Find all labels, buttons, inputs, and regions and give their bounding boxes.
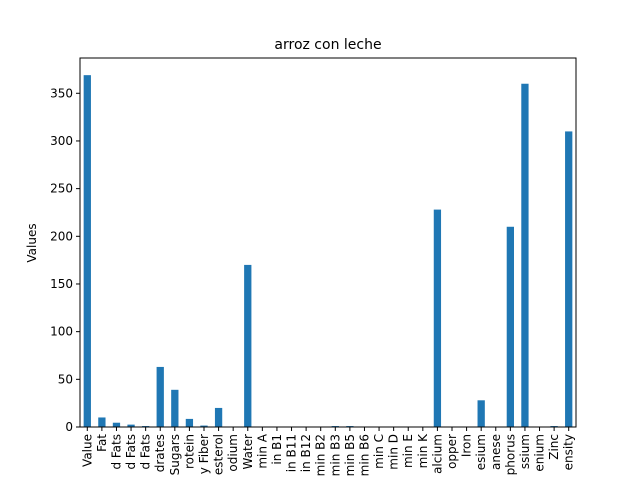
bar (521, 83, 529, 428)
x-tick-label: phorus (503, 434, 517, 475)
x-tick-label: in B11 (285, 434, 299, 472)
x-tick-label: min A (255, 433, 269, 468)
x-tick-label: min B3 (328, 434, 342, 476)
x-tick-label: Water (241, 434, 255, 470)
chart-title: arroz con leche (274, 37, 381, 53)
x-tick-label: esium (474, 434, 488, 470)
bar (565, 131, 573, 428)
x-tick-label: min E (401, 434, 415, 468)
bar (112, 422, 121, 427)
x-tick-label: min C (372, 434, 386, 469)
x-tick-label: odium (226, 434, 240, 472)
x-tick-label: d Fats (139, 434, 153, 470)
x-tick-label: rotein (182, 434, 196, 469)
plot-frame (79, 57, 577, 428)
x-axis-ticks: Value Fat d Fats d Fats d Fats drates Sugars ro… (80, 427, 576, 476)
x-tick-label: drates (153, 434, 167, 472)
x-tick-label: Zinc (547, 434, 561, 460)
y-axis-label: Values (25, 223, 39, 262)
x-tick-label: Iron (460, 434, 474, 457)
bar (214, 407, 223, 427)
bar (98, 417, 106, 427)
x-tick-label: min B6 (357, 434, 371, 476)
bar (244, 264, 252, 427)
x-tick-label: Fat (95, 434, 109, 452)
bar (433, 209, 442, 427)
bar (83, 75, 91, 427)
x-tick-label: d Fats (124, 434, 138, 470)
x-tick-label: d Fats (109, 434, 123, 470)
y-tick-label: 350 (50, 86, 73, 100)
x-tick-label: in B12 (299, 434, 313, 472)
y-axis-ticks: 0 50 100 150 200 250 300 350 (50, 86, 80, 434)
y-tick-label: 200 (50, 229, 73, 243)
x-tick-label: Value (80, 434, 94, 467)
bar (200, 425, 208, 427)
x-tick-label: min B5 (343, 434, 357, 476)
y-tick-label: 50 (58, 372, 73, 386)
y-tick-label: 150 (50, 277, 73, 291)
x-tick-label: opper (445, 434, 459, 469)
bar (506, 226, 514, 427)
y-tick-label: 0 (65, 420, 73, 434)
bar (477, 400, 485, 427)
y-tick-label: 250 (50, 182, 73, 196)
x-tick-label: min B2 (314, 434, 328, 476)
bar (171, 389, 179, 427)
x-tick-label: enium (533, 434, 547, 472)
x-tick-label: min D (387, 434, 401, 470)
x-tick-label: in B1 (270, 434, 284, 465)
bars-group (83, 75, 573, 428)
bar (156, 366, 164, 427)
x-tick-label: ensity (562, 434, 576, 470)
x-tick-label: ssium (518, 434, 532, 469)
x-tick-label: alcium (430, 434, 444, 474)
x-tick-label: anese (489, 434, 503, 470)
x-tick-label: min K (416, 433, 430, 468)
x-tick-label: esterol (212, 434, 226, 475)
y-tick-label: 300 (50, 134, 73, 148)
y-tick-label: 100 (50, 325, 73, 339)
bar (127, 424, 135, 427)
x-tick-label: y Fiber (197, 434, 211, 474)
bar (185, 418, 194, 427)
x-tick-label: Sugars (168, 434, 182, 475)
